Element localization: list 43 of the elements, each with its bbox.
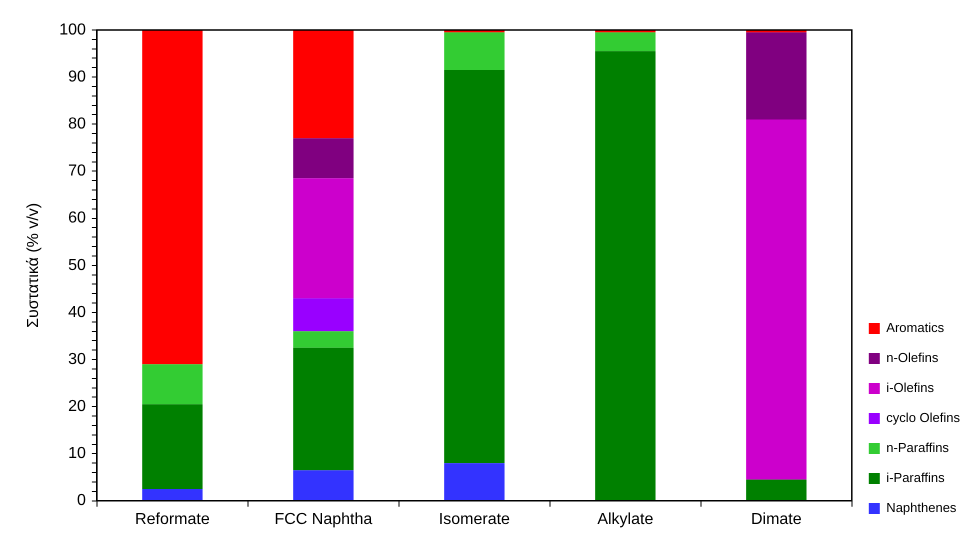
y-tick-label: 90 (68, 68, 86, 86)
bar (444, 463, 505, 500)
y-tick-label: 70 (68, 162, 86, 180)
legend-label: i-Olefins (886, 380, 934, 396)
y-tick-label: 40 (68, 304, 86, 321)
x-tick-label: Reformate (135, 510, 210, 528)
legend-label: n-Olefins (886, 350, 939, 366)
bar (595, 51, 656, 500)
legend-label: i-Paraffins (886, 470, 946, 486)
y-tick-label: 0 (76, 492, 86, 510)
bar (293, 138, 354, 178)
bar (595, 32, 656, 52)
legend-label: Aromatics (886, 320, 945, 336)
bar (746, 480, 807, 500)
bar (293, 178, 354, 298)
bar (293, 298, 354, 332)
bar (293, 30, 354, 138)
y-tick-label: 50 (68, 256, 86, 274)
y-tick-label: 60 (68, 210, 86, 227)
x-tick-label: Dimate (750, 510, 802, 528)
legend-label: Naphthenes (886, 500, 957, 516)
bar (142, 489, 203, 500)
y-tick-label: 80 (68, 116, 86, 133)
y-tick-label: 30 (68, 350, 86, 368)
bar (444, 70, 505, 464)
legend-label: n-Paraffins (886, 440, 950, 456)
y-tick-label: 20 (68, 398, 86, 416)
bar (293, 331, 354, 348)
y-tick-label: 10 (68, 445, 86, 462)
bar (293, 470, 354, 500)
bar (142, 404, 203, 490)
bar (142, 30, 203, 364)
bar (746, 119, 807, 480)
bar (746, 32, 807, 120)
bar (444, 32, 505, 70)
x-tick-label: FCC Naphtha (274, 510, 372, 528)
bar (142, 364, 203, 404)
x-tick-label: Isomerate (438, 510, 510, 528)
y-tick-label: 100 (59, 21, 86, 38)
bar (293, 348, 354, 470)
legend-label: cyclo Olefins (886, 410, 960, 426)
x-tick-label: Alkylate (597, 510, 654, 528)
y-axis-title: Συστατικά (% v/v) (25, 202, 42, 328)
